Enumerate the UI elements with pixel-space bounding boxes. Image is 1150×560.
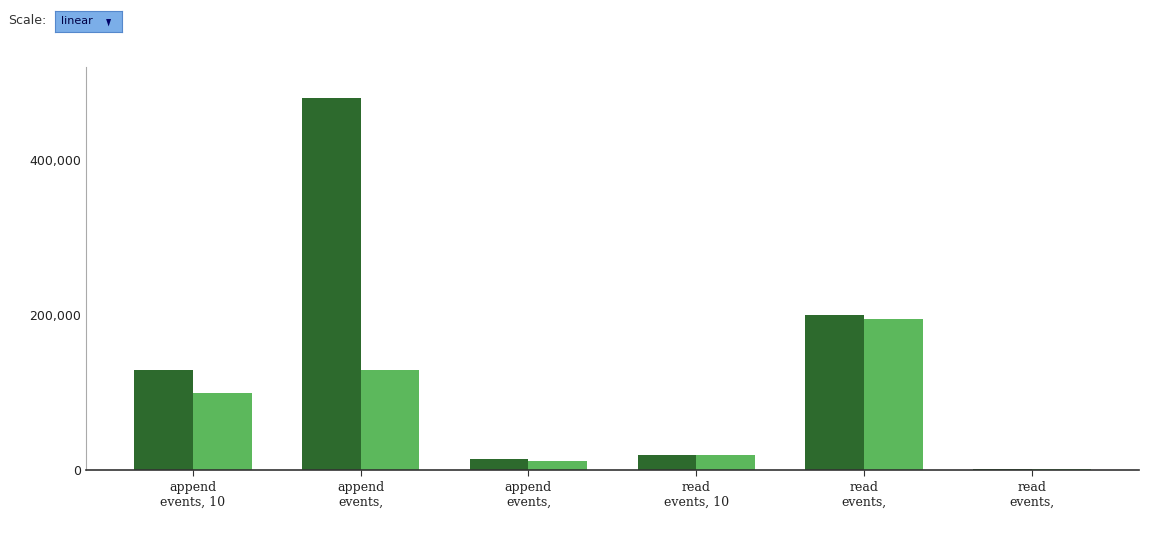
Bar: [361, 370, 420, 470]
Bar: [135, 370, 193, 470]
Bar: [637, 455, 696, 470]
Bar: [1032, 469, 1090, 470]
Bar: [529, 461, 588, 470]
Bar: [973, 469, 1032, 470]
Bar: [193, 393, 252, 470]
Bar: [469, 459, 529, 470]
Bar: [302, 98, 361, 470]
Bar: [864, 319, 922, 470]
Text: linear: linear: [61, 16, 92, 26]
Bar: [696, 455, 756, 470]
Bar: [805, 315, 864, 470]
Text: ►: ►: [104, 18, 114, 26]
Text: Scale:: Scale:: [8, 14, 46, 27]
